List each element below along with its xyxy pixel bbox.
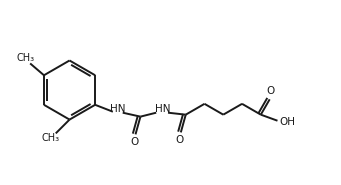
Text: OH: OH — [279, 117, 295, 127]
Text: O: O — [130, 137, 139, 147]
Text: CH₃: CH₃ — [42, 133, 60, 143]
Text: HN: HN — [155, 104, 171, 114]
Text: CH₃: CH₃ — [16, 53, 34, 63]
Text: HN: HN — [110, 104, 125, 114]
Text: O: O — [267, 86, 275, 96]
Text: O: O — [176, 135, 184, 145]
